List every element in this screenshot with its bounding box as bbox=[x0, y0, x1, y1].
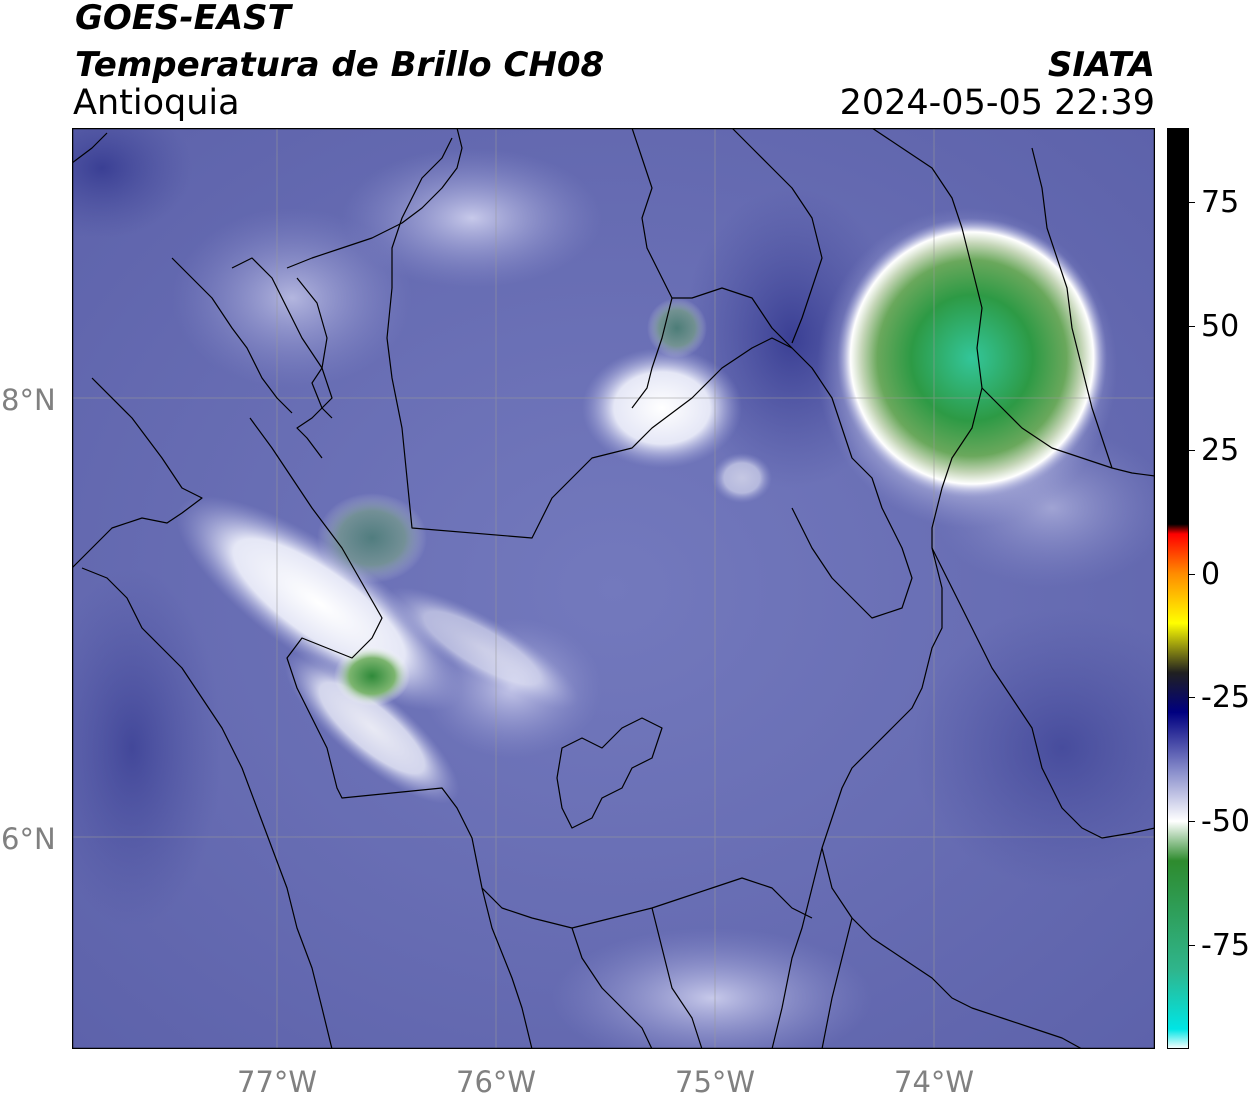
cloud-patch-center bbox=[712, 453, 772, 503]
brightness-temperature-map bbox=[72, 128, 1155, 1049]
colorbar-tick-mark bbox=[1189, 573, 1195, 575]
temperature-colorbar bbox=[1167, 128, 1189, 1049]
border-southeast bbox=[821, 847, 1083, 1049]
cloud-center-north bbox=[582, 348, 742, 468]
colorbar-tick-label: -50 bbox=[1201, 804, 1250, 840]
lat-label-8n: 8°N bbox=[1, 383, 56, 417]
lon-label-74w: 74°W bbox=[894, 1065, 975, 1099]
colorbar-tick-mark bbox=[1189, 449, 1195, 451]
colorbar-tick-mark bbox=[1189, 326, 1195, 328]
coastline-gulf bbox=[286, 128, 463, 419]
cold-spot-center bbox=[647, 298, 707, 358]
colorbar-tick-mark bbox=[1189, 821, 1195, 823]
convective-cell-ne bbox=[837, 218, 1107, 498]
colorbar-tick-mark bbox=[1189, 697, 1195, 699]
border-antioquia-east bbox=[771, 547, 943, 1049]
colorbar-tick-label: 50 bbox=[1201, 309, 1240, 345]
cold-spot-west bbox=[317, 493, 427, 583]
convective-band-southwest bbox=[284, 652, 460, 804]
colorbar-tick-label: 0 bbox=[1201, 556, 1221, 592]
map-frame bbox=[72, 128, 1155, 1049]
cold-spot-southwest bbox=[334, 646, 410, 706]
colorbar-tick-mark bbox=[1189, 945, 1195, 947]
colorbar-tick-label: 75 bbox=[1201, 185, 1240, 221]
cloud-northwest bbox=[172, 208, 412, 388]
lon-label-75w: 75°W bbox=[675, 1065, 756, 1099]
cloud-north bbox=[342, 148, 602, 288]
dark-region-w bbox=[72, 568, 222, 928]
lat-label-6n: 6°N bbox=[1, 822, 56, 856]
border-antioquia-north bbox=[386, 137, 913, 619]
enclave-boundary bbox=[556, 717, 663, 829]
border-santander bbox=[931, 147, 1155, 839]
border-bolivar bbox=[731, 128, 983, 548]
region-label: Antioquia bbox=[73, 83, 240, 123]
dark-region-nw bbox=[72, 128, 192, 238]
dark-region-e bbox=[912, 608, 1155, 888]
colorbar-fill bbox=[1167, 128, 1189, 1049]
agency-label: SIATA bbox=[1047, 45, 1155, 85]
colorbar-frame bbox=[1167, 128, 1189, 1049]
product-title: Temperatura de Brillo CH08 bbox=[75, 45, 605, 85]
graticule bbox=[72, 128, 1155, 1049]
coastline-pacific bbox=[72, 132, 333, 1049]
convective-streaks bbox=[385, 587, 579, 709]
border-south bbox=[481, 877, 813, 1049]
lon-label-76w: 76°W bbox=[456, 1065, 537, 1099]
satellite-title: GOES-EAST bbox=[75, 0, 291, 38]
colorbar-tick-label: -25 bbox=[1201, 680, 1250, 716]
colorbar-tick-label: 25 bbox=[1201, 432, 1240, 468]
border-cordoba bbox=[631, 128, 793, 409]
lon-label-77w: 77°W bbox=[237, 1065, 318, 1099]
colorbar-tick-label: -75 bbox=[1201, 928, 1250, 964]
timestamp-label: 2024-05-05 22:39 bbox=[839, 83, 1155, 123]
colorbar-tick-mark bbox=[1189, 202, 1195, 204]
